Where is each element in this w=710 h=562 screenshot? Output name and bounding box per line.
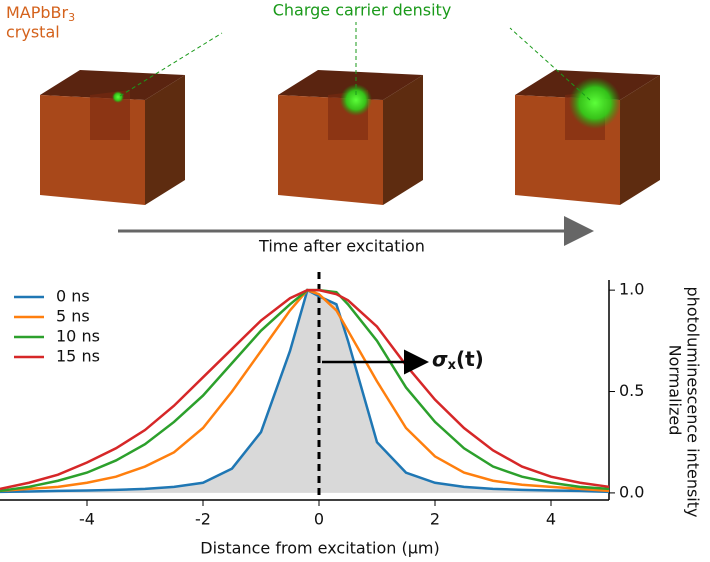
legend-label: 10 ns <box>56 327 100 346</box>
x-tick-label: 4 <box>546 510 556 529</box>
cube <box>40 32 223 205</box>
x-tick-label: -4 <box>79 510 95 529</box>
density-label: Charge carrier density <box>273 1 452 20</box>
x-tick-label: 0 <box>314 510 324 529</box>
y-axis-label: photoluminescence intensity <box>684 287 703 518</box>
legend-label: 15 ns <box>56 347 100 366</box>
material-label-2: crystal <box>6 23 60 42</box>
series-line <box>0 288 610 491</box>
y-tick-label: 0.0 <box>619 482 644 501</box>
x-tick-label: 2 <box>430 510 440 529</box>
legend-label: 5 ns <box>56 307 90 326</box>
series-line <box>0 288 610 493</box>
y-tick-label: 1.0 <box>619 280 644 299</box>
shaded-area <box>0 290 609 493</box>
cube <box>509 27 660 205</box>
legend-label: 0 ns <box>56 287 90 306</box>
x-tick-label: -2 <box>195 510 211 529</box>
annotation: σx(t) <box>432 347 484 373</box>
time-label: Time after excitation <box>258 237 425 256</box>
x-axis-label: Distance from excitation (μm) <box>200 539 439 558</box>
y-axis-label: Normalized <box>666 345 685 436</box>
material-label: MAPbBr3 <box>6 3 75 25</box>
cube <box>278 22 423 205</box>
y-tick-label: 0.5 <box>619 381 644 400</box>
